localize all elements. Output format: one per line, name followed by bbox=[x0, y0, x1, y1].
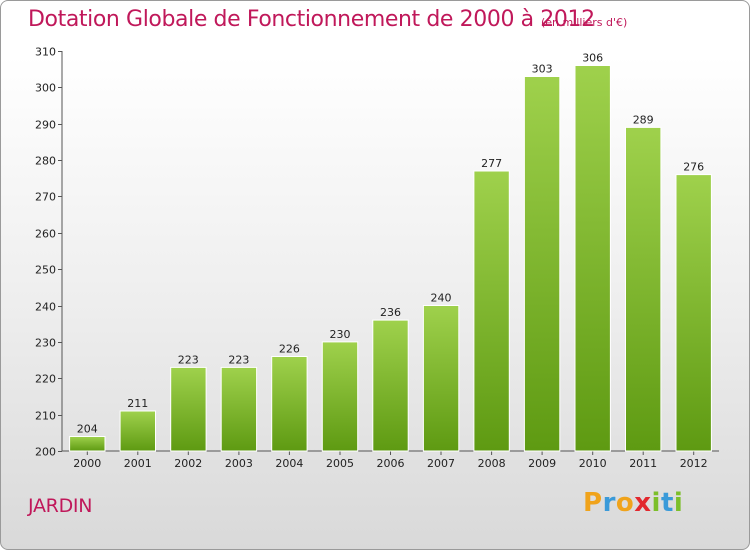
y-tick-label: 280 bbox=[35, 155, 56, 168]
proxiti-logo: Proxiti bbox=[583, 488, 683, 518]
bar bbox=[271, 356, 308, 452]
y-tick-label: 230 bbox=[35, 337, 56, 350]
x-tick-label: 2003 bbox=[225, 457, 253, 470]
bar-value-label: 230 bbox=[330, 328, 351, 341]
chart-subtitle: (en milliers d'€) bbox=[541, 16, 628, 29]
x-tick-label: 2010 bbox=[579, 457, 607, 470]
x-tick-label: 2006 bbox=[377, 457, 405, 470]
y-tick-label: 310 bbox=[35, 46, 56, 59]
y-tick-label: 220 bbox=[35, 373, 56, 386]
x-tick-label: 2012 bbox=[680, 457, 708, 470]
bar-value-label: 236 bbox=[380, 306, 401, 319]
x-tick-label: 2011 bbox=[629, 457, 657, 470]
x-tick-label: 2002 bbox=[174, 457, 202, 470]
bar-value-label: 289 bbox=[633, 113, 654, 126]
x-tick-label: 2007 bbox=[427, 457, 455, 470]
logo-letter: r bbox=[602, 488, 616, 518]
bar bbox=[372, 319, 409, 452]
bar-value-label: 306 bbox=[582, 52, 603, 65]
bar-value-label: 211 bbox=[127, 397, 148, 410]
logo-letter: i bbox=[673, 488, 684, 518]
x-tick-label: 2009 bbox=[528, 457, 556, 470]
bar bbox=[119, 410, 156, 452]
logo-letter: i bbox=[651, 488, 661, 518]
chart-bars bbox=[69, 65, 712, 452]
x-tick-label: 2008 bbox=[478, 457, 506, 470]
y-tick-label: 250 bbox=[35, 264, 56, 277]
bar bbox=[321, 341, 359, 452]
logo-letter: P bbox=[583, 488, 603, 518]
bar bbox=[170, 366, 207, 452]
x-tick-label: 2001 bbox=[124, 457, 152, 470]
bar bbox=[625, 126, 662, 452]
bar-value-label: 276 bbox=[683, 161, 704, 174]
chart-axes: 200 210 220 230 240 250 260 270 280 290 300 310 bbox=[35, 46, 719, 459]
bar bbox=[473, 170, 510, 452]
y-tick-label: 270 bbox=[35, 191, 56, 204]
bar bbox=[220, 366, 258, 452]
commune-name: JARDIN bbox=[28, 495, 93, 517]
bar bbox=[675, 174, 712, 452]
x-tick-label: 2000 bbox=[73, 457, 101, 470]
x-tick-label: 2004 bbox=[275, 457, 303, 470]
y-tick-label: 260 bbox=[35, 228, 56, 241]
y-tick-label: 300 bbox=[35, 82, 56, 95]
bar-value-label: 303 bbox=[532, 63, 553, 76]
bar-value-label: 277 bbox=[481, 157, 502, 170]
logo-letter: o bbox=[615, 488, 635, 518]
x-tick-label: 2005 bbox=[326, 457, 354, 470]
bar bbox=[574, 65, 611, 452]
bar bbox=[69, 436, 106, 452]
chart-title: Dotation Globale de Fonctionnement de 20… bbox=[28, 7, 595, 32]
bar-value-label: 240 bbox=[431, 292, 452, 305]
y-tick-label: 240 bbox=[35, 301, 56, 314]
y-tick-label: 200 bbox=[35, 446, 56, 459]
bar-value-label: 204 bbox=[77, 423, 98, 436]
bar-value-label: 223 bbox=[178, 353, 199, 366]
bar-value-label: 223 bbox=[228, 353, 249, 366]
bar bbox=[523, 76, 561, 452]
bar-value-label: 226 bbox=[279, 343, 300, 356]
logo-letter: x bbox=[634, 488, 652, 518]
chart-labels: 204 2000 211 2001 223 2002 223 2003 226 2004 230 20… bbox=[73, 52, 707, 471]
y-tick-label: 290 bbox=[35, 119, 56, 132]
y-tick-label: 210 bbox=[35, 410, 56, 423]
logo-letter: t bbox=[660, 488, 674, 518]
bar bbox=[422, 305, 460, 452]
